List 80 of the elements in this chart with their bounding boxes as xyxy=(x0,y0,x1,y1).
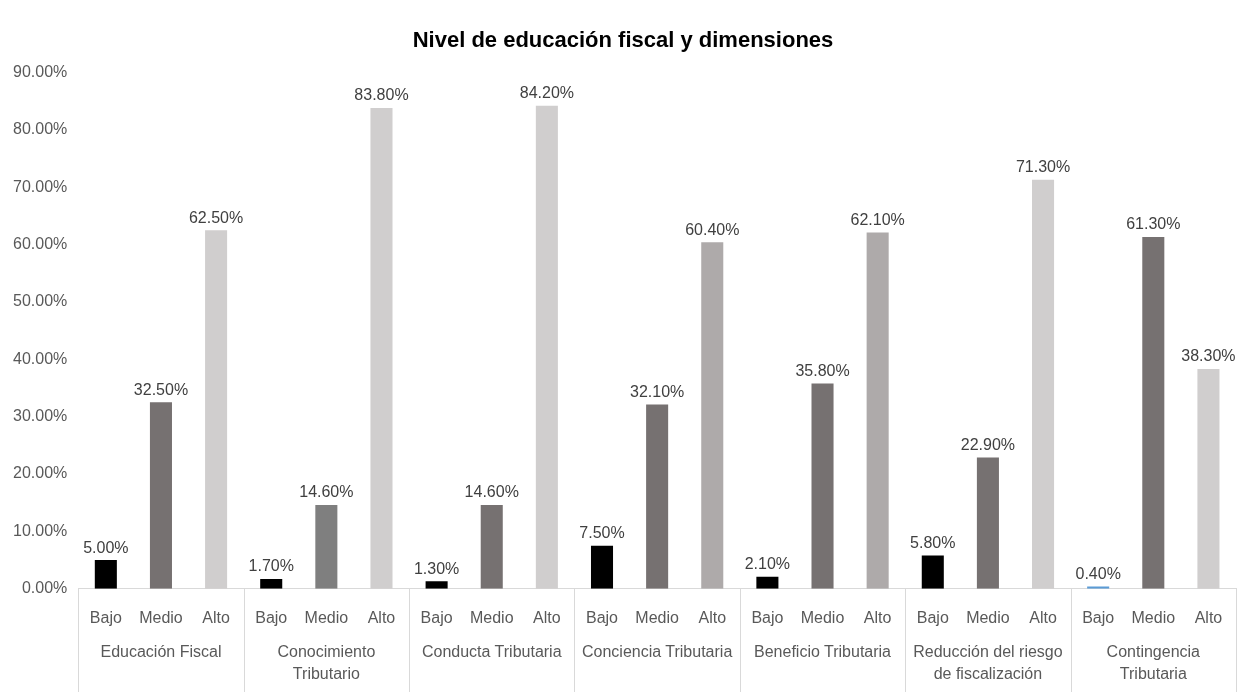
x-tick-label: Bajo xyxy=(1082,608,1115,626)
text: Reducción del riesgo de fiscalización xyxy=(913,643,1063,683)
bar xyxy=(866,232,889,589)
data-label: 2.10% xyxy=(744,555,791,573)
x-tick-label: Bajo xyxy=(751,608,784,626)
bar xyxy=(811,383,834,589)
x-tick-label: Bajo xyxy=(585,608,619,626)
data-label: 71.30% xyxy=(1015,158,1071,176)
data-label: 62.50% xyxy=(188,208,244,226)
bar xyxy=(921,555,944,589)
bar xyxy=(370,107,393,589)
data-label: 5.00% xyxy=(83,538,129,556)
data-label: 83.80% xyxy=(354,86,409,104)
bar xyxy=(205,230,228,589)
x-tick-label: Medio xyxy=(469,608,514,626)
data-label: 5.80% xyxy=(910,533,956,551)
x-tick-label: Alto xyxy=(533,608,561,626)
y-tick-label: 0.00% xyxy=(21,579,68,597)
y-tick-label: 40.00% xyxy=(13,349,68,367)
data-label: 84.20% xyxy=(519,84,575,102)
y-tick-label: 60.00% xyxy=(13,234,68,252)
bar xyxy=(535,105,558,589)
text: Beneficio Tributaria xyxy=(754,643,892,661)
data-label: 1.30% xyxy=(413,559,460,577)
text: Conocimiento Tributario xyxy=(277,643,376,683)
x-tick-label: Alto xyxy=(1029,608,1057,626)
y-tick-label: 50.00% xyxy=(13,292,68,310)
bar xyxy=(976,457,999,589)
bar xyxy=(94,560,117,589)
bar xyxy=(315,505,338,589)
data-label: 61.30% xyxy=(1126,215,1181,233)
x-tick-label: Bajo xyxy=(420,608,453,626)
y-tick-label: 30.00% xyxy=(13,407,68,425)
bar xyxy=(590,545,614,589)
bar xyxy=(425,581,448,589)
data-label: 35.80% xyxy=(795,361,850,379)
x-tick-label: Alto xyxy=(1194,608,1223,626)
x-tick-label: Medio xyxy=(800,608,845,626)
x-tick-label: Alto xyxy=(367,608,396,626)
x-tick-label: Bajo xyxy=(89,608,122,626)
x-tick-label: Bajo xyxy=(255,608,288,626)
text: Contingencia Tributaria xyxy=(1106,643,1201,683)
y-tick-label: 90.00% xyxy=(13,62,68,80)
y-tick-label: 10.00% xyxy=(13,521,68,539)
data-label: 38.30% xyxy=(1181,347,1236,365)
x-tick-label: Medio xyxy=(966,608,1010,626)
data-label: 62.10% xyxy=(850,210,905,228)
bar xyxy=(646,404,669,589)
x-tick-label: Medio xyxy=(304,608,349,626)
y-tick-label: 80.00% xyxy=(13,120,68,138)
text: Conducta Tributaria xyxy=(421,643,562,661)
y-tick-label: 70.00% xyxy=(13,177,68,195)
data-label: 32.10% xyxy=(630,383,685,401)
text: Conciencia Tributaria xyxy=(581,643,733,661)
data-label: 1.70% xyxy=(248,557,294,575)
bar xyxy=(1142,237,1165,589)
x-tick-label: Medio xyxy=(139,608,183,626)
bar xyxy=(1197,369,1220,589)
x-tick-label: Alto xyxy=(202,608,230,626)
chart-title: Nivel de educación fiscal y dimensiones xyxy=(412,27,834,53)
data-label: 60.40% xyxy=(685,220,740,238)
data-label: 7.50% xyxy=(579,524,625,542)
bar xyxy=(701,242,724,589)
data-label: 14.60% xyxy=(464,483,519,501)
data-label: 14.60% xyxy=(299,483,354,501)
data-label: 32.50% xyxy=(133,380,189,398)
bar xyxy=(480,505,503,589)
data-label: 0.40% xyxy=(1075,564,1121,582)
x-tick-label: Medio xyxy=(1131,608,1176,626)
y-tick-label: 20.00% xyxy=(13,464,68,482)
bar xyxy=(1032,179,1055,589)
x-tick-label: Alto xyxy=(863,608,892,626)
bar xyxy=(756,576,779,589)
x-tick-label: Bajo xyxy=(916,608,949,626)
text: Educación Fiscal xyxy=(100,643,222,661)
x-tick-label: Alto xyxy=(698,608,727,626)
bar xyxy=(260,579,283,589)
bar xyxy=(149,402,172,589)
data-label: 22.90% xyxy=(960,435,1016,453)
x-tick-label: Medio xyxy=(635,608,680,626)
